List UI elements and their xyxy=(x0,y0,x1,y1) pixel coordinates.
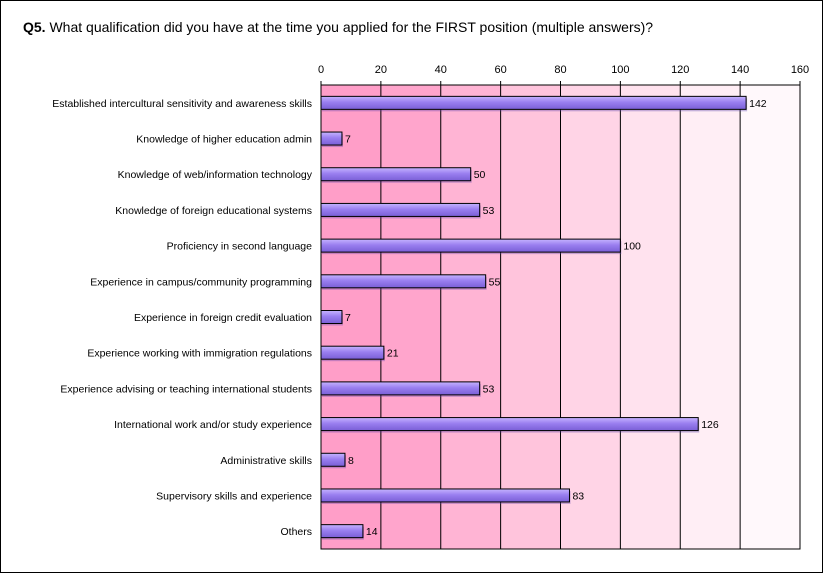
x-tick-label: 60 xyxy=(495,64,507,76)
data-label: 21 xyxy=(387,348,399,360)
bar xyxy=(320,488,570,503)
x-tick-label: 160 xyxy=(791,64,809,76)
data-label: 100 xyxy=(623,241,641,253)
category-label: Experience in campus/community programmi… xyxy=(90,276,312,288)
data-label: 142 xyxy=(749,98,767,110)
bar xyxy=(320,524,364,539)
data-label: 83 xyxy=(572,490,584,502)
data-label: 53 xyxy=(483,205,495,217)
category-label: Knowledge of web/information technology xyxy=(118,169,313,181)
chart-title-prefix: Q5. xyxy=(23,19,46,35)
bar xyxy=(320,274,487,289)
plot-band xyxy=(380,85,441,549)
category-label: Administrative skills xyxy=(220,455,312,467)
plot-band xyxy=(560,85,621,549)
category-label: Experience advising or teaching internat… xyxy=(60,383,312,395)
category-label: International work and/or study experien… xyxy=(114,419,312,431)
bar xyxy=(320,381,481,396)
plot-band xyxy=(680,85,741,549)
x-tick-label: 100 xyxy=(611,64,629,76)
data-label: 8 xyxy=(348,455,354,467)
bar xyxy=(320,202,481,217)
data-label: 126 xyxy=(701,419,719,431)
bar xyxy=(320,310,343,324)
data-label: 7 xyxy=(345,134,351,146)
x-tick-label: 120 xyxy=(671,64,689,76)
data-label: 7 xyxy=(345,312,351,324)
x-tick-label: 0 xyxy=(318,64,324,76)
x-tick-label: 40 xyxy=(435,64,447,76)
category-label: Knowledge of higher education admin xyxy=(136,134,312,146)
category-label: Experience in foreign credit evaluation xyxy=(134,312,312,324)
category-label: Proficiency in second language xyxy=(167,241,313,253)
bar xyxy=(320,167,472,182)
plot-band xyxy=(740,85,800,549)
plot-band xyxy=(440,85,501,549)
bar xyxy=(320,131,343,146)
category-label: Others xyxy=(280,526,312,538)
category-label: Supervisory skills and experience xyxy=(156,490,312,502)
data-label: 50 xyxy=(474,169,486,181)
category-label: Knowledge of foreign educational systems xyxy=(115,205,312,217)
data-label: 14 xyxy=(366,526,378,538)
bar xyxy=(320,452,346,467)
chart-title: Q5. What qualification did you have at t… xyxy=(23,17,663,37)
data-label: 55 xyxy=(489,276,501,288)
category-label: Experience working with immigration regu… xyxy=(87,348,312,360)
x-tick-label: 80 xyxy=(554,64,566,76)
category-label: Established intercultural sensitivity an… xyxy=(52,98,312,110)
x-tick-label: 20 xyxy=(375,64,387,76)
plot-band xyxy=(620,85,681,549)
chart-title-text: What qualification did you have at the t… xyxy=(45,19,654,35)
data-label: 53 xyxy=(483,383,495,395)
plot-band xyxy=(500,85,561,549)
bar xyxy=(320,417,699,432)
x-tick-label: 140 xyxy=(731,64,749,76)
bar xyxy=(320,345,385,360)
bar xyxy=(320,95,747,110)
bar xyxy=(320,238,621,253)
